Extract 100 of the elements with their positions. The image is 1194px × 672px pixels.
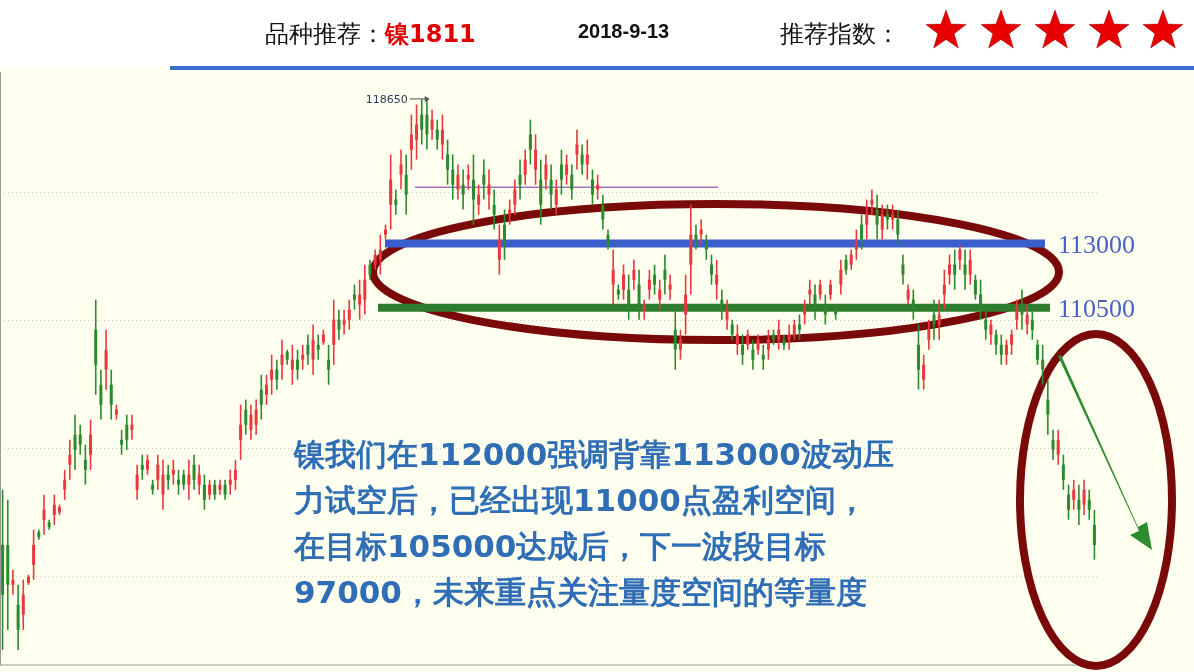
- chart-subtitle: 镍1811: [384, 20, 476, 48]
- candlestick: [378, 233, 382, 276]
- candlestick: [384, 223, 387, 241]
- candlestick: [684, 273, 688, 336]
- candlestick: [32, 528, 36, 581]
- candlestick: [63, 469, 67, 501]
- candlestick: [653, 263, 657, 296]
- candlestick: [813, 283, 817, 321]
- candlestick: [264, 373, 268, 406]
- candlestick: [52, 493, 56, 526]
- candlestick: [430, 108, 434, 141]
- candlestick: [596, 173, 600, 201]
- candlestick: [11, 568, 15, 596]
- candlestick: [404, 153, 408, 216]
- candlestick: [839, 258, 843, 296]
- candlestick: [792, 318, 796, 341]
- candlestick: [746, 328, 750, 351]
- candlestick: [901, 253, 905, 286]
- text: 2018-9-13: [578, 20, 670, 42]
- candlestick: [347, 298, 351, 331]
- annotation: 118650: [365, 92, 408, 106]
- candlestick: [1077, 483, 1081, 526]
- candlestick: [130, 413, 134, 441]
- candlestick: [735, 323, 739, 356]
- candlestick: [932, 298, 936, 341]
- candlestick: [989, 318, 993, 346]
- candlestick: [259, 373, 263, 421]
- candlestick: [922, 354, 926, 391]
- candlestick: [523, 148, 527, 186]
- candlestick: [559, 148, 563, 196]
- candlestick: [280, 338, 284, 381]
- y-tick-label: 113000: [1058, 229, 1136, 259]
- candlestick: [715, 258, 719, 301]
- candlestick: [177, 469, 181, 496]
- candlestick: [482, 158, 486, 201]
- candlestick: [451, 153, 455, 201]
- candlestick: [83, 443, 87, 486]
- candlestick: [254, 398, 258, 436]
- candlestick: [208, 479, 212, 501]
- candlestick: [761, 344, 765, 371]
- candlestick: [528, 118, 532, 166]
- candlestick: [508, 198, 512, 226]
- candlestick: [585, 138, 589, 181]
- candlestick: [104, 328, 108, 391]
- candlestick: [554, 178, 558, 216]
- candlestick: [927, 318, 931, 351]
- candlestick: [342, 308, 346, 336]
- candlestick: [777, 318, 781, 351]
- candlestick: [1061, 453, 1065, 491]
- candlestick: [1010, 328, 1014, 356]
- candlestick: [860, 213, 864, 251]
- candlestick: [171, 459, 175, 486]
- candlestick: [637, 268, 641, 321]
- candlestick: [865, 198, 869, 241]
- candlestick: [197, 463, 201, 496]
- candlestick: [1030, 308, 1034, 341]
- candlestick: [1041, 344, 1045, 386]
- candlestick: [885, 203, 889, 231]
- candlestick: [844, 253, 848, 276]
- candlestick: [233, 459, 237, 491]
- candlestick: [228, 469, 232, 496]
- candlestick: [642, 298, 646, 321]
- candlestick: [668, 273, 672, 301]
- candlestick: [140, 453, 144, 481]
- candlestick: [1067, 483, 1071, 521]
- candlestick: [125, 413, 129, 451]
- candlestick: [513, 178, 517, 216]
- candlestick: [973, 273, 977, 301]
- candlestick: [120, 429, 124, 456]
- candlestick: [109, 368, 113, 421]
- candlestick: [145, 453, 149, 476]
- candlestick: [829, 278, 833, 301]
- candlestick: [818, 278, 822, 301]
- candlestick: [156, 453, 160, 491]
- candlestick: [854, 228, 858, 261]
- candlestick: [399, 148, 403, 191]
- candlestick: [1025, 303, 1029, 336]
- candlestick: [492, 188, 496, 231]
- candlestick: [21, 578, 25, 631]
- candlestick: [916, 323, 920, 391]
- candlestick: [875, 193, 879, 241]
- candlestick: [678, 328, 682, 361]
- candlestick: [239, 403, 243, 461]
- candlestick: [296, 348, 300, 381]
- candlestick: [534, 133, 538, 186]
- candlestick: [1082, 479, 1086, 516]
- candlestick: [570, 163, 574, 201]
- candlestick: [1056, 429, 1060, 466]
- candlestick: [658, 278, 662, 311]
- candlestick: [1035, 338, 1039, 366]
- candlestick: [730, 318, 734, 341]
- candlestick: [849, 248, 853, 271]
- candlestick: [984, 308, 988, 341]
- y-tick-label: 110500: [1058, 293, 1136, 323]
- candlestick: [647, 268, 651, 301]
- candlestick: [1092, 508, 1096, 561]
- candlestick: [999, 333, 1003, 366]
- candlestick: [358, 278, 362, 321]
- candlestick: [73, 413, 77, 471]
- candlestick: [725, 298, 729, 331]
